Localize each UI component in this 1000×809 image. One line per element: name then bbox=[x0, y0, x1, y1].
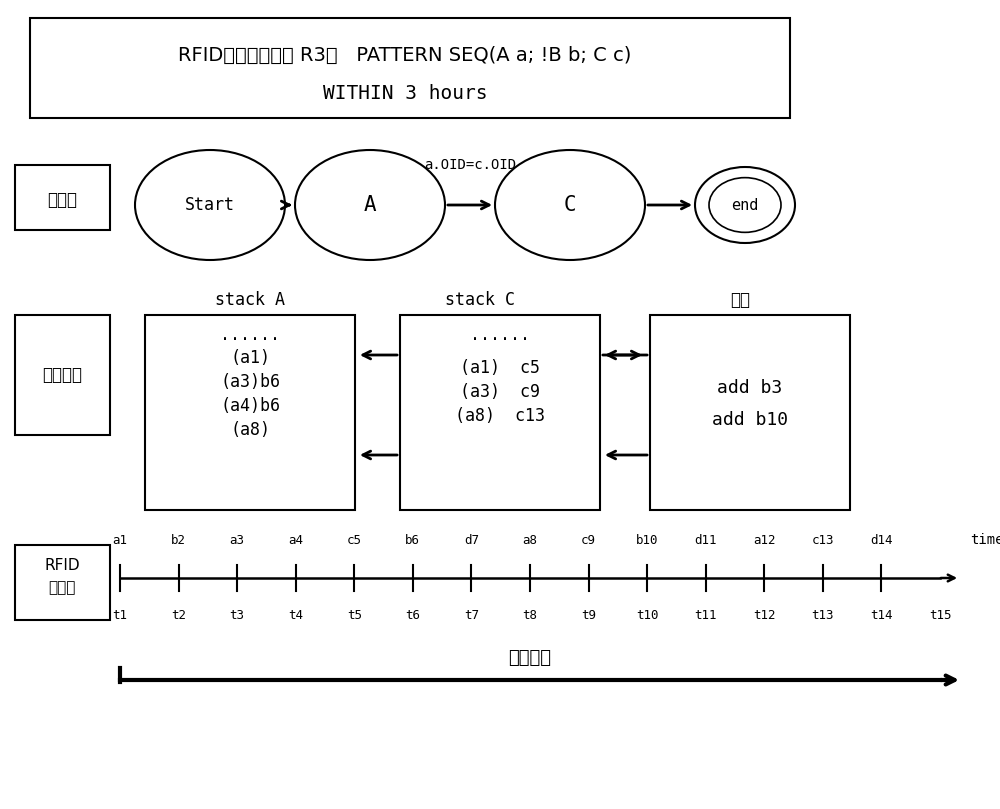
Text: d7: d7 bbox=[464, 534, 479, 547]
Text: a.OID=c.OID: a.OID=c.OID bbox=[424, 158, 516, 172]
Bar bbox=[400, 315, 600, 510]
Text: (a3)  c9: (a3) c9 bbox=[460, 383, 540, 401]
Text: d11: d11 bbox=[694, 534, 717, 547]
Text: a1: a1 bbox=[112, 534, 128, 547]
Text: t12: t12 bbox=[753, 609, 776, 622]
Text: 自动机: 自动机 bbox=[47, 191, 77, 209]
Text: 滑动窗口: 滑动窗口 bbox=[509, 649, 552, 667]
Text: (a8): (a8) bbox=[230, 421, 270, 439]
Text: A: A bbox=[364, 195, 376, 215]
Text: ......: ...... bbox=[470, 326, 530, 344]
Text: t6: t6 bbox=[405, 609, 420, 622]
Text: t15: t15 bbox=[929, 609, 951, 622]
Text: t9: t9 bbox=[581, 609, 596, 622]
Bar bbox=[15, 315, 110, 435]
Text: t11: t11 bbox=[694, 609, 717, 622]
Bar bbox=[15, 165, 110, 230]
Text: a12: a12 bbox=[753, 534, 776, 547]
Text: c9: c9 bbox=[581, 534, 596, 547]
Text: a8: a8 bbox=[522, 534, 538, 547]
Text: end: end bbox=[731, 197, 759, 213]
Text: b6: b6 bbox=[405, 534, 420, 547]
Text: t8: t8 bbox=[522, 609, 538, 622]
Text: b10: b10 bbox=[636, 534, 658, 547]
Text: stack C: stack C bbox=[445, 291, 515, 309]
Text: Start: Start bbox=[185, 196, 235, 214]
Text: (a1)  c5: (a1) c5 bbox=[460, 359, 540, 377]
Text: add b3: add b3 bbox=[717, 379, 783, 397]
Text: 自动机栈: 自动机栈 bbox=[42, 366, 82, 384]
Text: C: C bbox=[564, 195, 576, 215]
Text: (a4)b6: (a4)b6 bbox=[220, 397, 280, 415]
Text: t13: t13 bbox=[812, 609, 834, 622]
Text: a3: a3 bbox=[230, 534, 245, 547]
Text: time: time bbox=[970, 533, 1000, 547]
Bar bbox=[145, 315, 355, 510]
Text: stack A: stack A bbox=[215, 291, 285, 309]
Text: ......: ...... bbox=[220, 326, 280, 344]
Text: (a1): (a1) bbox=[230, 349, 270, 367]
Text: t2: t2 bbox=[171, 609, 186, 622]
Text: t14: t14 bbox=[870, 609, 893, 622]
Text: (a3)b6: (a3)b6 bbox=[220, 373, 280, 391]
Text: t4: t4 bbox=[288, 609, 303, 622]
Text: a4: a4 bbox=[288, 534, 303, 547]
Text: t3: t3 bbox=[230, 609, 245, 622]
Text: t7: t7 bbox=[464, 609, 479, 622]
Text: add b10: add b10 bbox=[712, 411, 788, 429]
Text: c5: c5 bbox=[347, 534, 362, 547]
Text: c13: c13 bbox=[812, 534, 834, 547]
Text: RFID: RFID bbox=[44, 557, 80, 573]
Text: t1: t1 bbox=[112, 609, 128, 622]
Text: t10: t10 bbox=[636, 609, 658, 622]
Text: t5: t5 bbox=[347, 609, 362, 622]
Text: b2: b2 bbox=[171, 534, 186, 547]
Text: 事件流: 事件流 bbox=[48, 581, 76, 595]
Text: d14: d14 bbox=[870, 534, 893, 547]
Text: WITHIN 3 hours: WITHIN 3 hours bbox=[323, 83, 487, 103]
Bar bbox=[30, 18, 790, 118]
Text: RFID补充漏读规则 R3：   PATTERN SEQ(A a; !B b; C c): RFID补充漏读规则 R3： PATTERN SEQ(A a; !B b; C … bbox=[178, 45, 632, 65]
Text: (a8)  c13: (a8) c13 bbox=[455, 407, 545, 425]
Bar bbox=[15, 545, 110, 620]
Bar bbox=[650, 315, 850, 510]
Text: 输出: 输出 bbox=[730, 291, 750, 309]
